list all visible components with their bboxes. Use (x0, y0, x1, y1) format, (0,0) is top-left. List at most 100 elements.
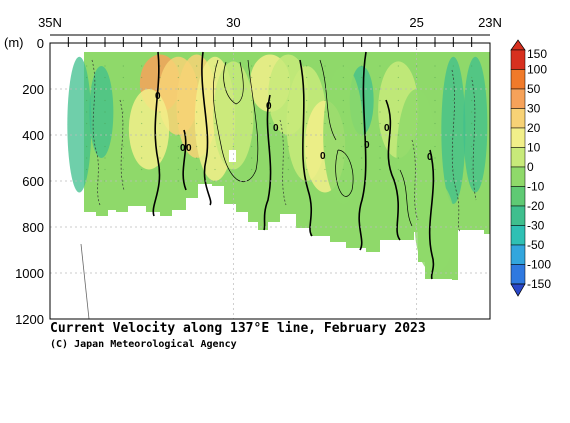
grid-dot (122, 76, 124, 79)
grid-dot (251, 145, 253, 148)
colorbar-label: -20 (527, 199, 545, 213)
grid-dot (177, 111, 179, 113)
grid-dot (287, 65, 289, 67)
grid-dot (177, 157, 179, 159)
grid-dot (122, 99, 124, 102)
grid-dot (306, 99, 308, 102)
grid-dot (471, 122, 473, 125)
y-tick-label: 200 (22, 82, 44, 97)
grid-dot (342, 88, 344, 90)
grid-dot (177, 76, 179, 79)
grid-dot (397, 145, 399, 148)
velocity-cell (128, 89, 170, 170)
grid-dot (214, 65, 216, 67)
grid-dot (452, 65, 454, 67)
x-tick-label: 30 (226, 15, 240, 30)
grid-dot (361, 111, 363, 113)
colorbar-swatch (510, 225, 526, 246)
grid-dot (361, 76, 363, 79)
grid-dot (86, 111, 88, 113)
chart-credit: (C) Japan Meteorological Agency (50, 339, 237, 350)
grid-dot (452, 180, 454, 182)
y-tick-label: 800 (22, 220, 44, 235)
grid-dot (269, 122, 271, 125)
grid-dot (86, 157, 88, 159)
grid-dot (177, 122, 179, 125)
grid-dot (397, 168, 399, 171)
grid-dot (306, 122, 308, 125)
contour-label: 0 (320, 151, 326, 162)
contour-label: 0 (266, 101, 272, 112)
grid-dot (251, 99, 253, 102)
x-tick-label: 35N (38, 15, 62, 30)
grid-dot (141, 168, 143, 171)
grid-dot (287, 111, 289, 113)
colorbar-swatch (510, 88, 526, 109)
colorbar-arrow-top (510, 39, 526, 51)
grid-dot (214, 99, 216, 102)
grid-dot (324, 168, 326, 171)
velocity-cell (89, 66, 114, 158)
grid-dot (416, 65, 418, 67)
grid-dot (122, 157, 124, 159)
grid-dot (159, 157, 161, 159)
grid-dot (471, 168, 473, 171)
grid-dot (452, 99, 454, 102)
grid-dot (342, 122, 344, 125)
grid-dot (416, 99, 418, 102)
contour-label: 0 (427, 152, 433, 163)
grid-dot (434, 65, 436, 67)
grid-dot (287, 168, 289, 171)
velocity-contours (212, 59, 413, 227)
grid-dot (159, 99, 161, 102)
grid-dot (434, 76, 436, 79)
grid-dot (251, 168, 253, 171)
grid-dot (269, 65, 271, 67)
grid-dot (416, 111, 418, 113)
grid-dot (86, 122, 88, 125)
grid-dot (452, 88, 454, 90)
x-tick-label: 25 (409, 15, 423, 30)
colorbar-swatch (510, 244, 526, 265)
grid-dot (324, 145, 326, 148)
grid-dot (232, 111, 234, 113)
grid-dot (104, 76, 106, 79)
grid-dot (122, 88, 124, 90)
grid-dot (287, 157, 289, 159)
contour-label: 0 (273, 123, 279, 134)
y-tick-label: 400 (22, 128, 44, 143)
grid-dot (214, 168, 216, 171)
grid-dot (324, 111, 326, 113)
colorbar-label: -150 (527, 277, 551, 291)
y-tick-label: 600 (22, 174, 44, 189)
grid-dot (379, 145, 381, 148)
station-ticks (50, 34, 490, 47)
grid-dot (159, 76, 161, 79)
grid-dot (177, 65, 179, 67)
grid-dot (104, 111, 106, 113)
grid-dot (104, 168, 106, 171)
grid-dot (159, 111, 161, 113)
grid-dot (177, 168, 179, 171)
grid-dot (361, 65, 363, 67)
grid-dot (104, 157, 106, 159)
grid-dot (232, 99, 234, 102)
colorbar-label: 20 (527, 121, 541, 135)
chart-title: Current Velocity along 137°E line, Febru… (50, 321, 426, 336)
grid-dot (251, 157, 253, 159)
grid-dot (342, 99, 344, 102)
grid-dot (269, 76, 271, 79)
grid-dot (361, 157, 363, 159)
grid-dot (122, 134, 124, 136)
grid-dot (306, 157, 308, 159)
grid-dot (232, 180, 234, 182)
colorbar-swatch (510, 205, 526, 226)
grid-dot (397, 65, 399, 67)
grid-dot (196, 145, 198, 148)
y-tick-label: 0 (37, 36, 44, 51)
grid-dot (324, 65, 326, 67)
grid-dot (141, 145, 143, 148)
grid-dot (434, 111, 436, 113)
grid-dot (287, 180, 289, 182)
